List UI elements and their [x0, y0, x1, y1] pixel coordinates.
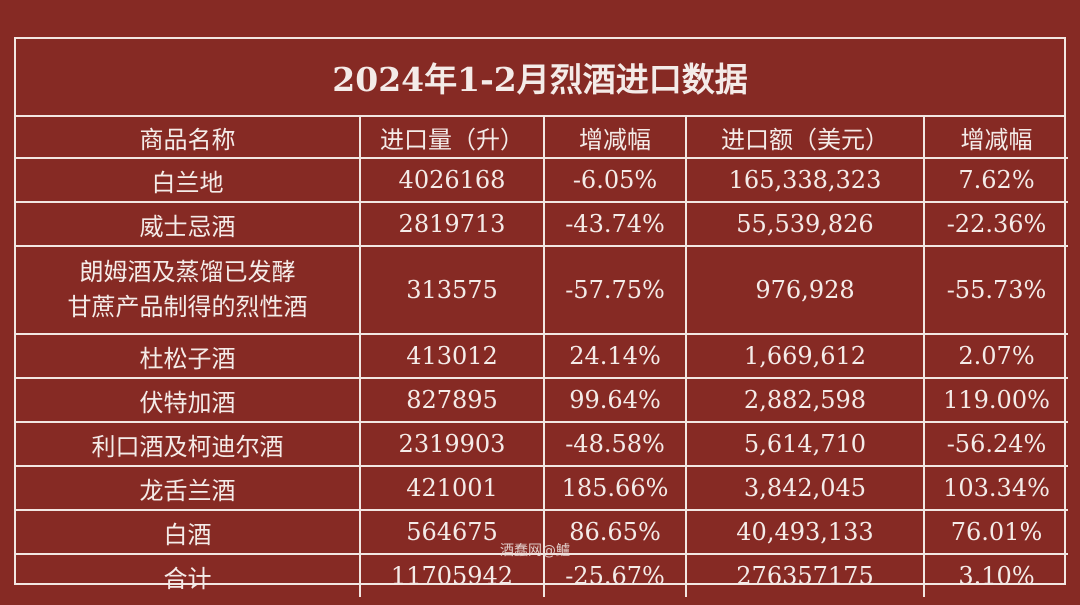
cell-volume-change: -6.05% — [543, 158, 687, 203]
cell-amount: 40,493,133 — [685, 509, 925, 555]
table-row: 白酒 564675 86.65% 40,493,133 76.01% — [16, 509, 1068, 555]
cell-volume-change: 24.14% — [543, 333, 687, 379]
cell-amount: 1,669,612 — [685, 333, 925, 379]
cell-amount: 2,882,598 — [685, 377, 925, 423]
cell-amount-change: -56.24% — [923, 421, 1068, 467]
cell-product-name: 杜松子酒 — [16, 333, 361, 379]
cell-amount-change: 2.07% — [923, 333, 1068, 379]
cell-product-name: 朗姆酒及蒸馏已发酵 甘蔗产品制得的烈性酒 — [16, 245, 361, 335]
cell-volume-change: -48.58% — [543, 421, 687, 467]
cell-amount: 165,338,323 — [685, 158, 925, 203]
cell-amount: 55,539,826 — [685, 201, 925, 247]
cell-product-name: 龙舌兰酒 — [16, 465, 361, 511]
cell-volume: 2819713 — [359, 201, 545, 247]
header-product-name: 商品名称 — [16, 117, 361, 159]
cell-volume-change: 99.64% — [543, 377, 687, 423]
cell-volume-change: -43.74% — [543, 201, 687, 247]
cell-product-name: 伏特加酒 — [16, 377, 361, 423]
watermark: 酒蠢网@鱸 — [500, 543, 570, 559]
cell-product-name: 白兰地 — [16, 158, 361, 203]
cell-product-name: 利口酒及柯迪尔酒 — [16, 421, 361, 467]
cell-product-name: 白酒 — [16, 509, 361, 555]
cell-volume-change: -25.67% — [543, 553, 687, 597]
cell-volume: 421001 — [359, 465, 545, 511]
cell-amount-change: 7.62% — [923, 158, 1068, 203]
cell-volume: 313575 — [359, 245, 545, 335]
product-name-line-2: 甘蔗产品制得的烈性酒 — [67, 293, 308, 321]
header-import-volume: 进口量（升） — [359, 117, 545, 159]
cell-amount: 3,842,045 — [685, 465, 925, 511]
header-import-amount: 进口额（美元） — [685, 117, 925, 159]
product-name-line-1: 朗姆酒及蒸馏已发酵 — [79, 258, 296, 287]
header-volume-change: 增减幅 — [543, 117, 687, 159]
total-row: 合计 11705942 -25.67% 276357175 3.10% — [16, 553, 1068, 597]
cell-amount: 276357175 — [685, 553, 925, 597]
table-row: 朗姆酒及蒸馏已发酵 甘蔗产品制得的烈性酒 313575 -57.75% 976,… — [16, 245, 1068, 335]
cell-amount-change: 103.34% — [923, 465, 1068, 511]
cell-amount-change: 3.10% — [923, 553, 1068, 597]
cell-volume: 4026168 — [359, 158, 545, 203]
table-row: 白兰地 4026168 -6.05% 165,338,323 7.62% — [16, 158, 1068, 203]
cell-amount: 5,614,710 — [685, 421, 925, 467]
table-row: 龙舌兰酒 421001 185.66% 3,842,045 103.34% — [16, 465, 1068, 511]
cell-product-name: 威士忌酒 — [16, 201, 361, 247]
cell-amount-change: 76.01% — [923, 509, 1068, 555]
table-row: 伏特加酒 827895 99.64% 2,882,598 119.00% — [16, 377, 1068, 423]
table-row: 利口酒及柯迪尔酒 2319903 -48.58% 5,614,710 -56.2… — [16, 421, 1068, 467]
cell-amount-change: -22.36% — [923, 201, 1068, 247]
cell-amount-change: 119.00% — [923, 377, 1068, 423]
table-title: 2024年1-2月烈酒进口数据 — [16, 39, 1064, 117]
cell-volume: 2319903 — [359, 421, 545, 467]
cell-volume: 564675 — [359, 509, 545, 555]
cell-volume-change: -57.75% — [543, 245, 687, 335]
cell-amount-change: -55.73% — [923, 245, 1068, 335]
cell-volume-change: 185.66% — [543, 465, 687, 511]
cell-amount: 976,928 — [685, 245, 925, 335]
cell-product-name: 合计 — [16, 553, 361, 597]
cell-volume: 11705942 — [359, 553, 545, 597]
table-row: 威士忌酒 2819713 -43.74% 55,539,826 -22.36% — [16, 201, 1068, 247]
table-row: 杜松子酒 413012 24.14% 1,669,612 2.07% — [16, 333, 1068, 379]
cell-volume: 827895 — [359, 377, 545, 423]
header-row: 商品名称 进口量（升） 增减幅 进口额（美元） 增减幅 — [16, 117, 1068, 159]
data-grid: 商品名称 进口量（升） 增减幅 进口额（美元） 增减幅 白兰地 4026168 … — [16, 117, 1068, 597]
header-amount-change: 增减幅 — [923, 117, 1068, 159]
import-data-table: 2024年1-2月烈酒进口数据 商品名称 进口量（升） 增减幅 进口额（美元） … — [14, 37, 1068, 597]
cell-volume-change: 86.65% — [543, 509, 687, 555]
cell-volume: 413012 — [359, 333, 545, 379]
